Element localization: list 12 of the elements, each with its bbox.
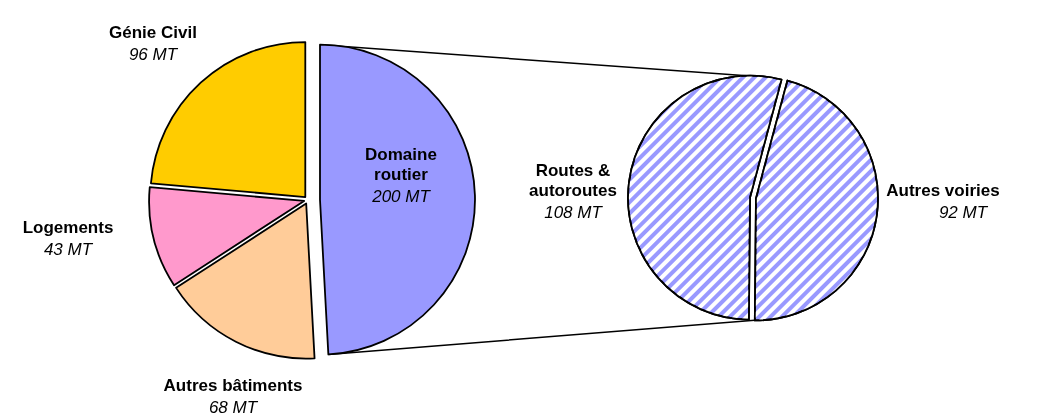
slice-label: Domaine routier <box>365 145 437 184</box>
data-label: 43 MT <box>43 240 94 259</box>
data-label: 92 MT <box>938 203 989 222</box>
data-label: 108 MT <box>544 203 604 222</box>
data-label: 96 MT <box>128 45 179 64</box>
slice-label: Génie Civil <box>109 23 197 42</box>
slice-label: Autres voiries <box>886 181 1000 200</box>
data-label: 68 MT <box>208 398 259 417</box>
slice-label: Autres bâtiments <box>163 376 303 395</box>
slice-label: Logements <box>22 218 114 237</box>
data-label: 200 MT <box>371 187 432 206</box>
slice-label: Routes & autoroutes <box>529 161 617 200</box>
